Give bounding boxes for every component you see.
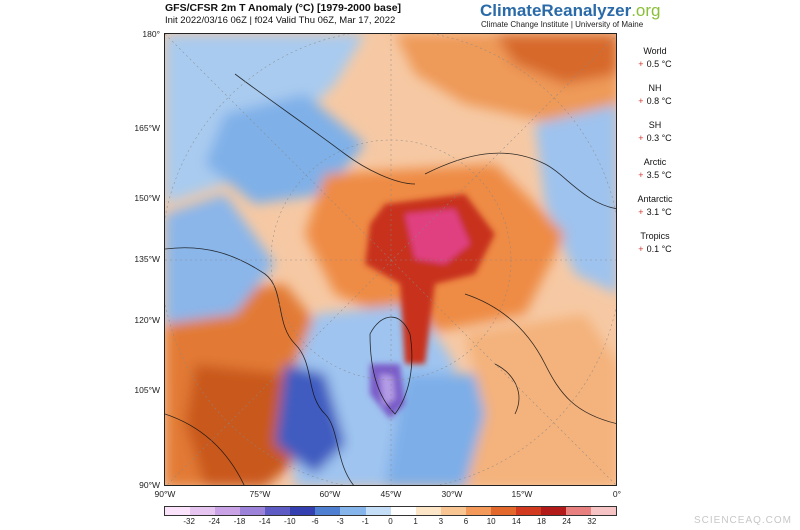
plus-sign: + <box>638 244 644 254</box>
lon-label-15w: 15°W <box>511 489 533 499</box>
lon-label-45w: 45°W <box>380 489 402 499</box>
stat-name: World <box>643 46 667 56</box>
stat-name: Tropics <box>640 231 670 241</box>
stat-world: World +0.5 °C <box>625 46 685 83</box>
colorbar-tick-label: 24 <box>562 517 572 526</box>
lon-label-0: 0° <box>612 489 622 499</box>
lat-label-105w: 105°W <box>134 385 160 395</box>
stat-sh: SH +0.3 °C <box>625 120 685 157</box>
colorbar-tick-label: -14 <box>258 517 271 526</box>
lon-label-90w: 90°W <box>154 489 176 499</box>
stat-value: 3.1 °C <box>646 207 672 217</box>
stat-antarctic: Antarctic +3.1 °C <box>625 194 685 231</box>
anomaly-map[interactable] <box>164 33 617 486</box>
colorbar-segment <box>440 507 466 515</box>
lon-label-30w: 30°W <box>441 489 463 499</box>
colorbar-segment <box>465 507 491 515</box>
map-subtitle: Init 2022/03/16 06Z | f024 Valid Thu 06Z… <box>165 15 396 26</box>
lat-label-120w: 120°W <box>134 315 160 325</box>
stat-tropics: Tropics +0.1 °C <box>625 231 685 268</box>
lat-label-135w: 135°W <box>134 254 160 264</box>
anomaly-summary: World +0.5 °C NH +0.8 °C SH +0.3 °C Arctic +… <box>625 46 685 268</box>
brand-logo[interactable]: ClimateReanalyzer.org <box>480 1 660 21</box>
colorbar-segment <box>240 507 266 515</box>
colorbar <box>164 506 617 516</box>
colorbar-segment <box>190 507 216 515</box>
colorbar-tick-label: -18 <box>233 517 246 526</box>
lat-label-150w: 150°W <box>134 193 160 203</box>
colorbar-segment <box>290 507 316 515</box>
colorbar-segment <box>566 507 592 515</box>
colorbar-tick-label: -24 <box>208 517 221 526</box>
stat-name: NH <box>648 83 662 93</box>
lon-label-60w: 60°W <box>319 489 341 499</box>
stat-value: 3.5 °C <box>646 170 672 180</box>
colorbar-tick-label: -6 <box>311 517 319 526</box>
colorbar-segment <box>540 507 566 515</box>
colorbar-tick-label: 6 <box>463 517 469 526</box>
colorbar-tick-label: -3 <box>336 517 344 526</box>
colorbar-segment <box>515 507 541 515</box>
colorbar-tick-label: 14 <box>511 517 521 526</box>
stat-name: SH <box>648 120 662 130</box>
lat-label-165w: 165°W <box>134 123 160 133</box>
colorbar-tick-label: -1 <box>361 517 369 526</box>
colorbar-tick-label: -10 <box>284 517 296 526</box>
brand-suffix: .org <box>631 1 661 20</box>
brand-affiliation: Climate Change Institute | University of… <box>481 20 644 29</box>
colorbar-tick-label: 32 <box>587 517 597 526</box>
stat-value: 0.5 °C <box>646 59 672 69</box>
colorbar-segment <box>390 507 416 515</box>
colorbar-segment <box>165 507 191 515</box>
stat-name: Arctic <box>643 157 667 167</box>
colorbar-segment <box>365 507 391 515</box>
lat-label-90w: 90°W <box>139 480 160 490</box>
colorbar-tick-label: -32 <box>183 517 195 526</box>
colorbar-segment <box>340 507 366 515</box>
colorbar-segment <box>591 507 617 515</box>
colorbar-segment <box>415 507 441 515</box>
colorbar-segment <box>315 507 341 515</box>
colorbar-segment <box>265 507 291 515</box>
stat-value: 0.8 °C <box>646 96 672 106</box>
colorbar-segment <box>490 507 516 515</box>
stat-value: 0.3 °C <box>646 133 672 143</box>
brand-name: ClimateReanalyzer <box>480 1 632 20</box>
plus-sign: + <box>638 133 644 143</box>
colorbar-tick-label: 3 <box>438 517 444 526</box>
colorbar-tick-label: 10 <box>486 517 496 526</box>
lat-label-180: 180° <box>142 29 160 39</box>
colorbar-labels: -32 -24 -18 -14 -10 -6 -3 -1 0 1 3 6 10 14 18 24 32 <box>164 517 617 529</box>
map-title: GFS/CFSR 2m T Anomaly (°C) [1979-2000 ba… <box>165 2 402 14</box>
lon-label-75w: 75°W <box>249 489 271 499</box>
colorbar-tick-label: 0 <box>388 517 393 526</box>
plus-sign: + <box>638 170 644 180</box>
stat-value: 0.1 °C <box>646 244 672 254</box>
plus-sign: + <box>638 96 644 106</box>
stat-name: Antarctic <box>637 194 673 204</box>
stat-nh: NH +0.8 °C <box>625 83 685 120</box>
anomaly-field <box>165 34 616 485</box>
colorbar-tick-label: 1 <box>413 517 418 526</box>
plus-sign: + <box>638 59 644 69</box>
watermark: SCIENCEAQ.COM <box>693 515 792 526</box>
stat-arctic: Arctic +3.5 °C <box>625 157 685 194</box>
colorbar-segment <box>215 507 241 515</box>
colorbar-tick-label: 18 <box>537 517 546 526</box>
plus-sign: + <box>638 207 644 217</box>
